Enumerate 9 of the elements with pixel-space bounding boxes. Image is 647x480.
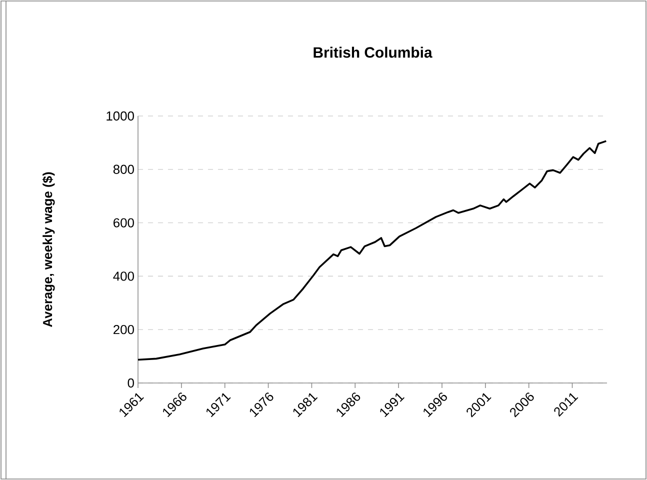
- y-tick-label: 600: [114, 218, 134, 228]
- y-axis-title: Average, weekly wage ($): [42, 172, 55, 328]
- y-tick-label: 200: [114, 324, 134, 334]
- y-tick-label: 400: [113, 272, 134, 281]
- y-tick-label: 1000: [106, 111, 134, 121]
- y-tick-label: 800: [113, 164, 134, 174]
- chart-title: British Columbia: [314, 46, 432, 58]
- y-tick-label: 0: [128, 378, 134, 388]
- line-series: [137, 140, 608, 361]
